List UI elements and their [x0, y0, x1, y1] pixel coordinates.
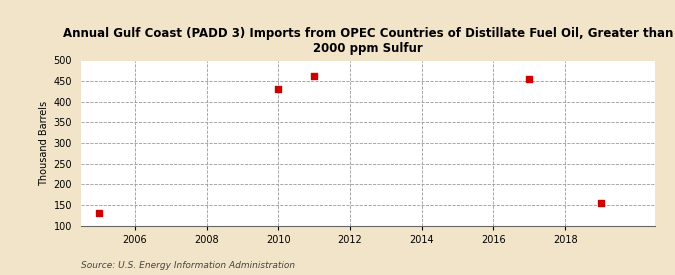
- Y-axis label: Thousand Barrels: Thousand Barrels: [39, 100, 49, 186]
- Point: [273, 87, 284, 92]
- Title: Annual Gulf Coast (PADD 3) Imports from OPEC Countries of Distillate Fuel Oil, G: Annual Gulf Coast (PADD 3) Imports from …: [63, 27, 673, 55]
- Point: [94, 211, 105, 215]
- Point: [595, 201, 606, 205]
- Text: Source: U.S. Energy Information Administration: Source: U.S. Energy Information Administ…: [81, 260, 295, 270]
- Point: [524, 77, 535, 81]
- Point: [308, 73, 319, 78]
